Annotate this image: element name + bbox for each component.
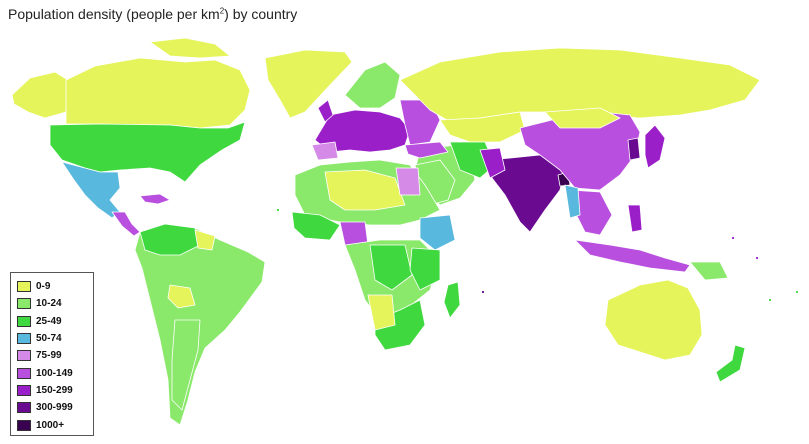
japan-region: [644, 124, 666, 169]
legend-swatch: [17, 333, 31, 345]
legend-label: 75-99: [36, 350, 62, 362]
legend-label: 0-9: [36, 281, 51, 293]
legend-label: 150-299: [36, 384, 73, 396]
arctic-islands-region: [149, 37, 231, 59]
west-africa-region: [291, 211, 341, 241]
legend-item: 10-24: [17, 295, 93, 312]
guianas-region: [194, 229, 216, 251]
legend-label: 10-24: [36, 298, 62, 310]
legend-label: 300-999: [36, 402, 73, 414]
legend-item: 50-74: [17, 330, 93, 347]
madagascar-region: [443, 281, 461, 319]
ethiopia-region: [419, 214, 456, 251]
papua-region: [689, 261, 729, 281]
legend-label: 25-49: [36, 315, 62, 327]
legend-item: 300-999: [17, 399, 93, 416]
legend-label: 50-74: [36, 333, 62, 345]
pakistan-region: [479, 147, 506, 179]
iberia-region: [311, 141, 339, 161]
argentina-region: [171, 319, 201, 411]
korea-region: [627, 137, 641, 161]
greenland-region: [264, 49, 353, 119]
uk-region: [317, 99, 334, 123]
turkey-region: [404, 141, 449, 159]
myanmar-region: [564, 184, 581, 219]
bolivia-region: [167, 284, 196, 309]
legend-item: 1000+: [17, 416, 93, 433]
legend-item: 0-9: [17, 278, 93, 295]
legend-swatch: [17, 298, 31, 310]
title-suffix: ) by country: [224, 6, 298, 22]
indian-ocean-island-marker: [481, 290, 485, 294]
legend-label: 100-149: [36, 367, 73, 379]
southern-africa-region: [374, 299, 426, 351]
namibia-botswana-region: [367, 294, 396, 331]
scandinavia-region: [344, 61, 401, 109]
philippines-region: [627, 204, 643, 233]
legend-item: 100-149: [17, 364, 93, 381]
legend-swatch: [17, 402, 31, 414]
pacific-island-marker: [731, 236, 735, 240]
legend-item: 150-299: [17, 382, 93, 399]
title-prefix: Population density (people per km: [8, 6, 220, 22]
legend: 0-9 10-24 25-49 50-74 75-99 100-149 150-299 300…: [10, 272, 94, 436]
legend-swatch: [17, 384, 31, 396]
mongolia-region: [544, 107, 621, 129]
pacific-island-marker: [795, 290, 799, 294]
legend-swatch: [17, 315, 31, 327]
legend-item: 25-49: [17, 313, 93, 330]
legend-item: 75-99: [17, 347, 93, 364]
central-america-region: [111, 211, 141, 237]
congo-region: [369, 244, 413, 291]
indonesia-region: [574, 239, 691, 273]
map-title: Population density (people per km2) by c…: [8, 6, 297, 22]
legend-swatch: [17, 367, 31, 379]
nigeria-region: [339, 221, 369, 246]
new-zealand-region: [715, 344, 746, 383]
canada-region: [65, 57, 251, 129]
legend-label: 1000+: [36, 419, 65, 431]
sahara-region: [324, 169, 406, 211]
east-africa-region: [409, 247, 441, 291]
europe-region: [314, 109, 411, 153]
colombia-venezuela-region: [139, 223, 201, 256]
pacific-island-marker: [755, 256, 759, 260]
egypt-region: [395, 167, 421, 196]
legend-swatch: [17, 281, 31, 293]
caribbean-region: [139, 193, 171, 205]
legend-swatch: [17, 350, 31, 362]
pacific-island-marker: [768, 298, 772, 302]
central-asia-region: [439, 111, 526, 143]
alaska-region: [11, 71, 69, 119]
atlantic-island-marker: [276, 208, 280, 212]
australia-region: [604, 279, 703, 361]
title-superscript: 2: [219, 6, 225, 16]
legend-swatch: [17, 419, 31, 431]
